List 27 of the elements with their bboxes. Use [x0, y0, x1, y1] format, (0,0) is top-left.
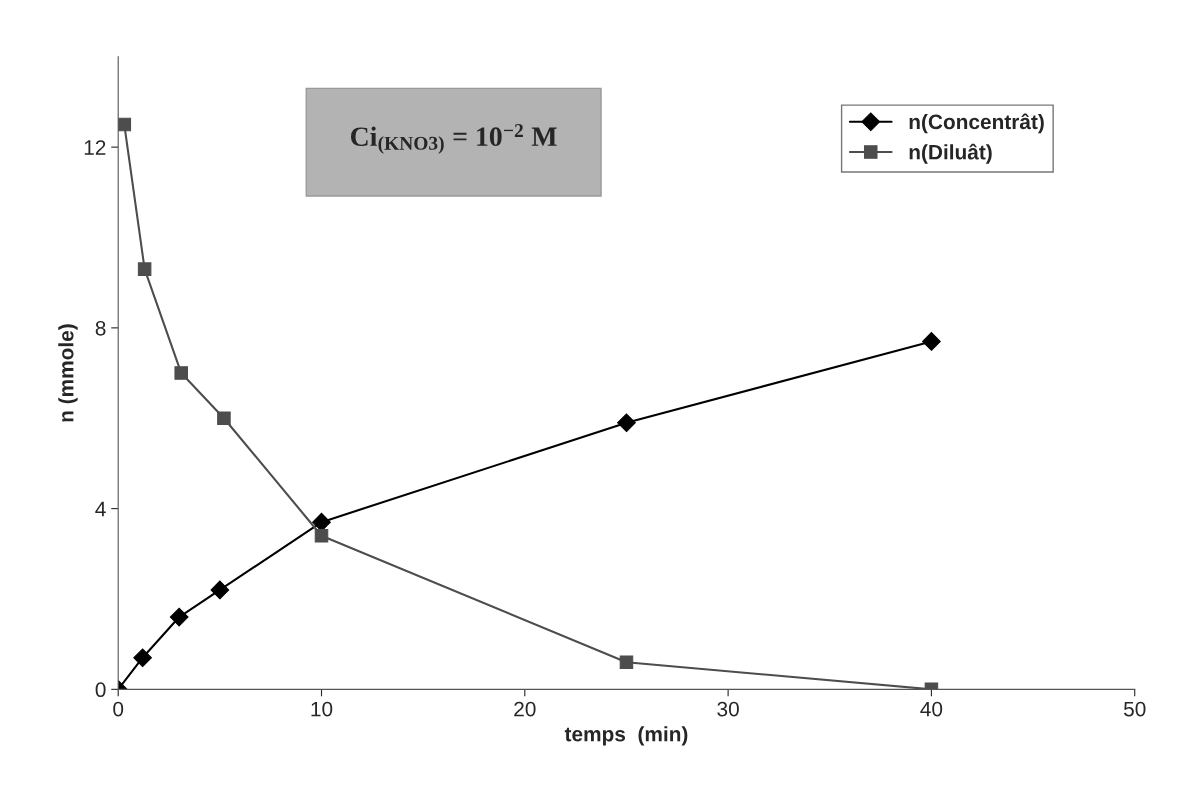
x-tick-label: 50 — [1123, 701, 1146, 717]
point — [619, 655, 634, 670]
point — [312, 512, 331, 532]
point — [922, 332, 941, 351]
legend-label: n(Concentrât) — [909, 113, 1044, 134]
point — [217, 411, 231, 426]
y-tick-label: 12 — [84, 140, 106, 155]
point — [137, 262, 152, 276]
point — [133, 648, 152, 668]
point — [174, 366, 188, 380]
annotation: Ci$_{(KNO3)}$ = 10$^{−2}$ M — [350, 124, 557, 154]
y-tick-label: 4 — [95, 501, 106, 517]
y-tick-label: 0 — [95, 682, 106, 698]
x-axis-title: temps (min) — [564, 726, 688, 746]
x-tick-label: 30 — [717, 701, 739, 717]
x-tick-label: 0 — [113, 701, 124, 717]
x-tick-label: 20 — [514, 701, 536, 717]
y-axis-title: n (mmole) — [58, 324, 78, 422]
point — [617, 413, 636, 433]
x-tick-label: 10 — [311, 701, 333, 717]
point — [169, 607, 189, 627]
point — [118, 117, 132, 132]
y-tick-label: 8 — [95, 320, 106, 336]
legend-label: n(Diluât) — [909, 143, 992, 164]
point — [314, 528, 329, 543]
point — [210, 580, 230, 600]
x-tick-label: 40 — [920, 701, 943, 717]
